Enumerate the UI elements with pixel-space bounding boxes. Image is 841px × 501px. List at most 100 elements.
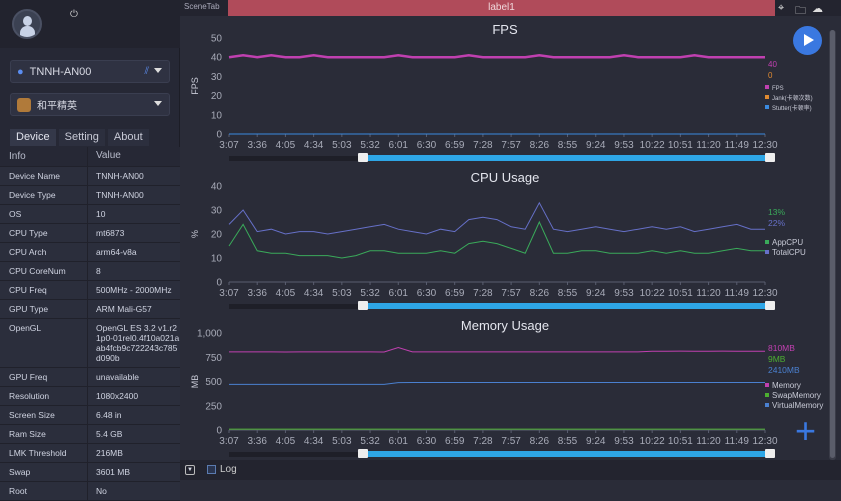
app-select[interactable]: 和平精英: [10, 93, 170, 116]
avatar[interactable]: [12, 9, 42, 39]
legend-entry[interactable]: VirtualMemory: [772, 401, 823, 410]
table-row: Resolution 1080x2400: [0, 387, 180, 406]
range-handle-right[interactable]: [765, 153, 775, 162]
x-tick-label: 11:49: [725, 436, 750, 447]
y-tick-label: 0: [216, 130, 222, 141]
info-key: CPU Arch: [0, 243, 88, 261]
x-tick-label: 7:28: [473, 140, 493, 151]
x-tick-label: 10:22: [640, 140, 665, 151]
x-tick-label: 6:01: [389, 288, 409, 299]
scene-label[interactable]: label1: [228, 0, 775, 16]
power-icon[interactable]: ⏻: [70, 9, 78, 20]
table-row: Root No: [0, 482, 180, 501]
vertical-scrollbar[interactable]: [829, 30, 836, 460]
add-button[interactable]: +: [795, 410, 817, 451]
x-tick-label: 8:55: [558, 436, 578, 447]
legend-entry[interactable]: Jank(卡顿次数): [772, 94, 813, 102]
info-value: 1080x2400: [96, 391, 139, 401]
folder-icon[interactable]: 🗀: [795, 5, 806, 17]
x-tick-label: 6:30: [417, 436, 437, 447]
series-line-0: [228, 220, 765, 259]
device-select[interactable]: ● TNNH-AN00 ⫽: [10, 60, 170, 83]
range-selection[interactable]: [368, 303, 766, 309]
legend-entry[interactable]: SwapMemory: [772, 391, 821, 400]
y-tick-label: 10: [211, 110, 223, 121]
column-header-value: Value: [96, 150, 121, 161]
range-handle-right[interactable]: [765, 449, 775, 458]
table-row: CPU Arch arm64-v8a: [0, 243, 180, 262]
log-label: Log: [220, 464, 237, 475]
range-handle-right[interactable]: [765, 301, 775, 310]
info-value: 10: [96, 209, 106, 219]
range-handle-left[interactable]: [358, 153, 368, 162]
info-value: 8: [96, 266, 101, 276]
tab-about[interactable]: About: [107, 129, 149, 146]
info-key: Device Type: [0, 186, 88, 204]
info-value: mt6873: [96, 228, 125, 238]
legend-entry[interactable]: Stutter(卡顿率): [772, 104, 812, 112]
x-tick-label: 4:34: [304, 288, 324, 299]
x-tick-label: 8:26: [530, 436, 550, 447]
location-icon[interactable]: ⌖: [778, 2, 785, 14]
x-tick-label: 4:34: [304, 436, 324, 447]
legend-entry[interactable]: Memory: [772, 381, 801, 390]
x-tick-label: 4:34: [304, 140, 324, 151]
y-tick-label: 750: [205, 353, 222, 364]
x-tick-label: 8:26: [530, 288, 550, 299]
x-tick-label: 3:07: [219, 140, 239, 151]
charts-area: FPS FPS 0 10 20 30 40 50 3:07 3:36 4:05 4:34 5:03 5:3…: [190, 22, 823, 458]
x-tick-label: 5:32: [360, 436, 380, 447]
log-checkbox[interactable]: [207, 465, 216, 474]
info-key: GPU Type: [0, 300, 88, 318]
chart-title: Memory Usage: [461, 318, 549, 333]
legend-swatch: [765, 95, 769, 99]
y-tick-label: 250: [205, 401, 222, 412]
x-tick-label: 9:24: [586, 288, 606, 299]
wifi-connect-icon[interactable]: ⫽: [144, 66, 149, 77]
range-handle-left[interactable]: [358, 449, 368, 458]
current-value: 9MB: [768, 354, 786, 364]
info-key: OpenGL: [0, 319, 88, 367]
current-value: 2410MB: [768, 365, 800, 375]
tab-device[interactable]: Device: [10, 129, 56, 146]
legend-entry[interactable]: TotalCPU: [772, 248, 806, 257]
x-tick-label: 10:22: [640, 288, 665, 299]
info-key: Ram Size: [0, 425, 88, 443]
range-handle-left[interactable]: [358, 301, 368, 310]
app-icon: [17, 97, 31, 112]
info-value: 216MB: [96, 448, 123, 458]
cloud-icon[interactable]: ☁: [812, 3, 823, 15]
x-tick-label: 9:53: [614, 436, 634, 447]
column-header-info: Info: [0, 147, 88, 166]
series-line-0: [229, 347, 765, 353]
x-tick-label: 7:28: [473, 436, 493, 447]
x-tick-label: 6:59: [445, 140, 465, 151]
x-tick-label: 5:32: [360, 288, 380, 299]
app-select-value: 和平精英: [37, 101, 77, 112]
collapse-button[interactable]: ▼: [185, 465, 195, 475]
play-button[interactable]: [793, 26, 822, 55]
y-tick-label: 30: [211, 206, 223, 217]
x-tick-label: 8:55: [558, 288, 578, 299]
series-line-1: [228, 201, 765, 235]
y-tick-label: 40: [211, 53, 223, 64]
table-row: OS 10: [0, 205, 180, 224]
x-tick-label: 9:53: [614, 140, 634, 151]
info-key: Screen Size: [0, 406, 88, 424]
scene-tab[interactable]: SceneTab: [184, 2, 220, 11]
range-selection[interactable]: [368, 155, 766, 161]
x-tick-label: 3:36: [247, 288, 267, 299]
range-selection[interactable]: [368, 451, 766, 457]
sidebar-tabs: Device Setting About: [10, 129, 149, 146]
info-key: GPU Freq: [0, 368, 88, 386]
info-value: 5.4 GB: [96, 429, 123, 439]
legend-entry[interactable]: FPS: [772, 86, 784, 92]
legend-swatch: [765, 393, 769, 397]
y-tick-label: 0: [216, 278, 222, 289]
chevron-down-icon: [154, 101, 162, 106]
legend-swatch: [765, 85, 769, 89]
chart-1: CPU Usage% 0 10 20 30 40 3:07 3:36 4:05 4:34 5:03 5…: [190, 170, 806, 310]
info-key: LMK Threshold: [0, 444, 88, 462]
legend-entry[interactable]: AppCPU: [772, 238, 803, 247]
tab-setting[interactable]: Setting: [58, 129, 105, 146]
